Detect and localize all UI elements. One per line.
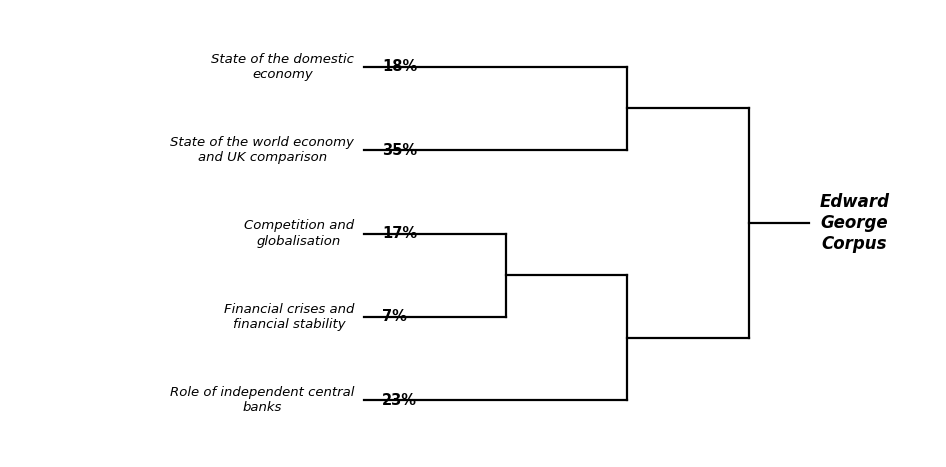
Text: Competition and
globalisation: Competition and globalisation xyxy=(244,219,354,248)
Text: State of the domestic
economy: State of the domestic economy xyxy=(211,53,354,81)
Text: 23%: 23% xyxy=(382,393,417,408)
Text: 7%: 7% xyxy=(382,310,407,325)
Text: 18%: 18% xyxy=(382,59,417,74)
Text: Financial crises and
financial stability: Financial crises and financial stability xyxy=(224,303,354,331)
Text: Role of independent central
banks: Role of independent central banks xyxy=(169,386,354,414)
Text: Edward
George
Corpus: Edward George Corpus xyxy=(819,193,889,253)
Text: 17%: 17% xyxy=(382,226,417,241)
Text: 35%: 35% xyxy=(382,142,417,157)
Text: State of the world economy
and UK comparison: State of the world economy and UK compar… xyxy=(170,136,354,164)
